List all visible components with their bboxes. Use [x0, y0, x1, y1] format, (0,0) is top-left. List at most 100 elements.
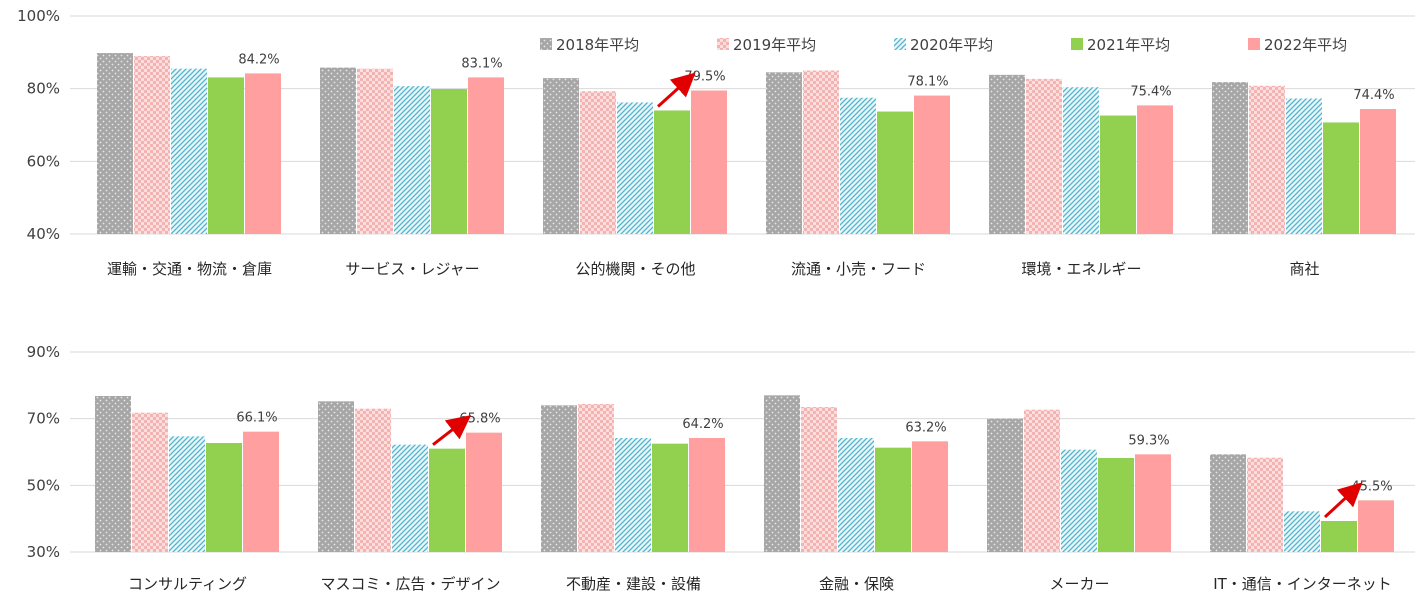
bar-2021 [654, 110, 690, 234]
category-label: 公的機関・その他 [575, 260, 695, 278]
trend-arrow [1323, 482, 1363, 519]
legend-item-2018: 2018年平均 [540, 36, 639, 54]
bar-2021 [206, 443, 242, 552]
y-tick-label: 70% [27, 410, 60, 428]
legend-swatch-2019 [717, 38, 729, 50]
bar-2021 [877, 111, 913, 234]
bar-2018 [543, 78, 579, 234]
bar-2020 [392, 444, 428, 552]
bar-2019 [355, 408, 391, 552]
data-label-2022: 75.4% [1130, 84, 1171, 99]
bar-2020 [615, 438, 651, 552]
chart-panel-top: 40% 60% 80% 100% 84.2% 運輸・交通・物流・倉庫 83.1% サービス・レ… [17, 7, 1415, 278]
y-tick-label: 100% [17, 7, 60, 25]
data-label-2022: 83.1% [461, 56, 502, 71]
y-tick-label: 50% [27, 476, 60, 494]
bar-2022 [468, 77, 504, 234]
bar-2018 [989, 74, 1025, 234]
bar-2019 [1026, 78, 1062, 235]
bar-2018 [766, 72, 802, 234]
bar-2019 [580, 91, 616, 235]
bar-2020 [171, 68, 207, 234]
bar-2018 [764, 395, 800, 552]
bar-2019 [134, 55, 170, 234]
legend-item-2022: 2022年平均 [1248, 36, 1347, 54]
y-tick-label: 90% [27, 343, 60, 361]
data-label-2022: 59.3% [1128, 433, 1169, 448]
data-label-2022: 84.2% [238, 52, 279, 67]
bar-2021 [875, 447, 911, 552]
bar-2018 [541, 405, 577, 552]
bar-2018 [318, 401, 354, 552]
data-label-2022: 78.1% [907, 75, 948, 90]
chart-panel-bottom: 30% 50% 70% 90% 66.1% コンサルティング 65.8% マスコミ・広告・デザ… [27, 343, 1415, 593]
y-tick-label: 30% [27, 543, 60, 561]
legend-label-2022: 2022年平均 [1264, 36, 1347, 54]
bar-2018 [1212, 82, 1248, 234]
legend-swatch-2020 [894, 38, 906, 50]
bar-2019 [132, 412, 168, 552]
legend-swatch-2021 [1071, 38, 1083, 50]
bar-2020 [169, 436, 205, 552]
bar-2019 [1024, 409, 1060, 552]
bar-2021 [1098, 458, 1134, 552]
bar-2020 [1286, 98, 1322, 234]
bar-2022 [245, 73, 281, 234]
data-label-2022: 74.4% [1353, 88, 1394, 103]
category-label: コンサルティング [128, 575, 247, 593]
trend-arrow [656, 72, 696, 108]
bar-2022 [1137, 105, 1173, 234]
data-label-2022: 65.8% [459, 412, 500, 427]
bar-2022 [912, 441, 948, 552]
bar-2021 [429, 448, 465, 552]
bar-2019 [801, 407, 837, 552]
bar-2021 [652, 443, 688, 552]
category-label: 金融・保険 [819, 575, 894, 593]
bar-2018 [97, 53, 133, 235]
bar-2021 [1321, 521, 1357, 552]
bar-2022 [243, 431, 279, 552]
legend-swatch-2022 [1248, 38, 1260, 50]
bar-2021 [431, 89, 467, 234]
y-tick-label: 40% [27, 225, 60, 243]
bar-2020 [394, 86, 430, 234]
category-label: サービス・レジャー [345, 260, 479, 278]
y-tick-label: 80% [27, 80, 60, 98]
bar-2022 [1360, 109, 1396, 234]
legend-item-2021: 2021年平均 [1071, 36, 1170, 54]
bar-2020 [1284, 511, 1320, 552]
bar-2019 [1247, 457, 1283, 552]
data-label-2022: 79.5% [684, 69, 725, 84]
legend-label-2018: 2018年平均 [556, 36, 639, 54]
bar-2022 [466, 432, 502, 552]
bar-2018 [1210, 454, 1246, 552]
legend: 2018年平均 2019年平均 2020年平均 2021年平均 2022年平均 [540, 36, 1347, 54]
bar-2021 [1323, 122, 1359, 234]
data-label-2022: 64.2% [682, 417, 723, 432]
category-label: 環境・エネルギー [1021, 260, 1141, 278]
data-label-2022: 45.5% [1351, 479, 1392, 494]
bar-2020 [617, 102, 653, 235]
bar-2022 [689, 438, 725, 552]
data-label-2022: 63.2% [905, 420, 946, 435]
legend-item-2019: 2019年平均 [717, 36, 816, 54]
legend-item-2020: 2020年平均 [894, 36, 993, 54]
legend-label-2021: 2021年平均 [1087, 36, 1170, 54]
legend-label-2020: 2020年平均 [910, 36, 993, 54]
bar-2019 [803, 70, 839, 234]
bar-2020 [1063, 87, 1099, 234]
bar-2022 [691, 90, 727, 234]
category-label: メーカー [1049, 575, 1109, 593]
bar-2022 [1358, 500, 1394, 552]
bar-2018 [95, 396, 131, 552]
category-label: 不動産・建設・設備 [566, 575, 701, 593]
category-label: マスコミ・広告・デザイン [320, 575, 500, 593]
bar-2018 [987, 418, 1023, 552]
legend-swatch-2018 [540, 38, 552, 50]
trend-arrow [432, 415, 472, 446]
bar-2021 [208, 77, 244, 234]
bar-2019 [1249, 85, 1285, 234]
category-label: 流通・小売・フード [791, 260, 926, 278]
bar-2020 [1061, 449, 1097, 552]
